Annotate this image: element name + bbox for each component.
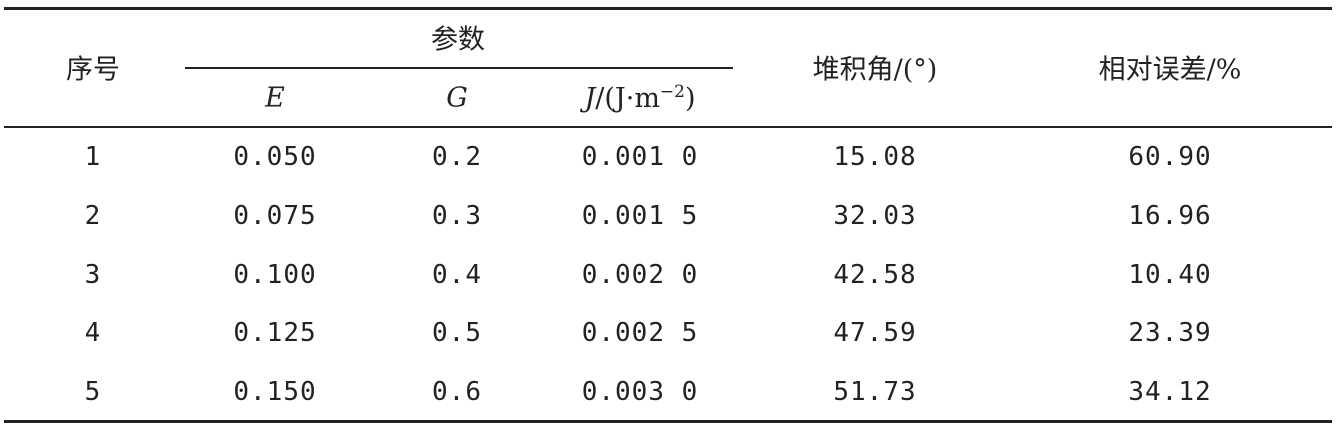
table-cell: 0.075	[233, 200, 317, 231]
table-cell: 42.58	[833, 259, 917, 290]
header-cell: 序号	[66, 54, 120, 86]
header-cell: 堆积角/(°)	[812, 54, 938, 86]
table-cell: 0.002 0	[581, 259, 699, 290]
table-cell: 0.100	[233, 259, 317, 290]
table-cell: 0.2	[432, 142, 482, 172]
table-cell: 23.39	[1128, 318, 1212, 349]
table-cell: 0.3	[432, 200, 482, 231]
table-cell: 10.40	[1128, 259, 1212, 290]
table-cell: 5	[84, 377, 102, 408]
table-cell: 47.59	[833, 318, 917, 349]
table-cell: 0.003 0	[581, 377, 699, 408]
group-rule	[185, 67, 733, 69]
header-rule	[4, 126, 1332, 128]
header-cell: J/(J·m−2)	[584, 82, 696, 114]
table-cell: 0.5	[432, 318, 482, 349]
header-exp: −2	[659, 82, 685, 102]
header-cell: E	[265, 82, 285, 114]
table-cell: 0.050	[233, 142, 317, 172]
top-rule	[4, 7, 1332, 10]
table-cell: 15.08	[833, 142, 917, 172]
table-cell: 16.96	[1128, 200, 1212, 231]
header-cell: G	[446, 82, 468, 114]
table-cell: 60.90	[1128, 142, 1212, 172]
header-cell: 相对误差/%	[1098, 54, 1242, 86]
table-cell: 0.150	[233, 377, 317, 408]
header-unit: /(J·m	[595, 83, 660, 114]
table-cell: 4	[84, 318, 102, 349]
table-cell: 3	[84, 259, 102, 290]
table-cell: 0.4	[432, 259, 482, 290]
table-cell: 0.125	[233, 318, 317, 349]
table-cell: 0.6	[432, 377, 482, 408]
table-cell: 1	[84, 142, 102, 172]
bottom-rule	[4, 420, 1332, 423]
table-cell: 0.001 5	[581, 200, 699, 231]
table-cell: 51.73	[833, 377, 917, 408]
table-cell: 0.002 5	[581, 318, 699, 349]
table-cell: 2	[84, 200, 102, 231]
header-unit: )	[684, 83, 696, 114]
table-cell: 34.12	[1128, 377, 1212, 408]
table-cell: 32.03	[833, 200, 917, 231]
table-cell: 0.001 0	[581, 142, 699, 172]
header-symbol: J	[584, 83, 596, 114]
header-cell: 参数	[431, 24, 485, 56]
